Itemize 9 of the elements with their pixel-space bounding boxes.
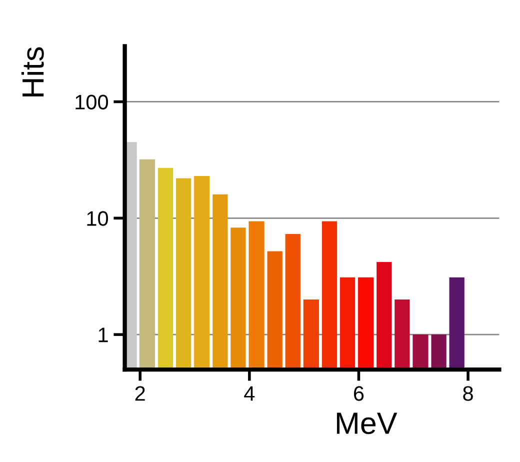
x-tick-label: 4 [244,386,255,401]
y-tick-label: 1 [98,328,108,342]
x-tick-label: 2 [135,386,145,401]
x-tick-label: 6 [354,386,364,401]
y-axis-title: Hits [21,47,44,96]
y-tick-label: 100 [76,94,108,110]
x-tick-label: 8 [463,386,473,401]
x-axis-title: MeV [336,412,398,434]
y-tick-label: 10 [87,211,108,226]
